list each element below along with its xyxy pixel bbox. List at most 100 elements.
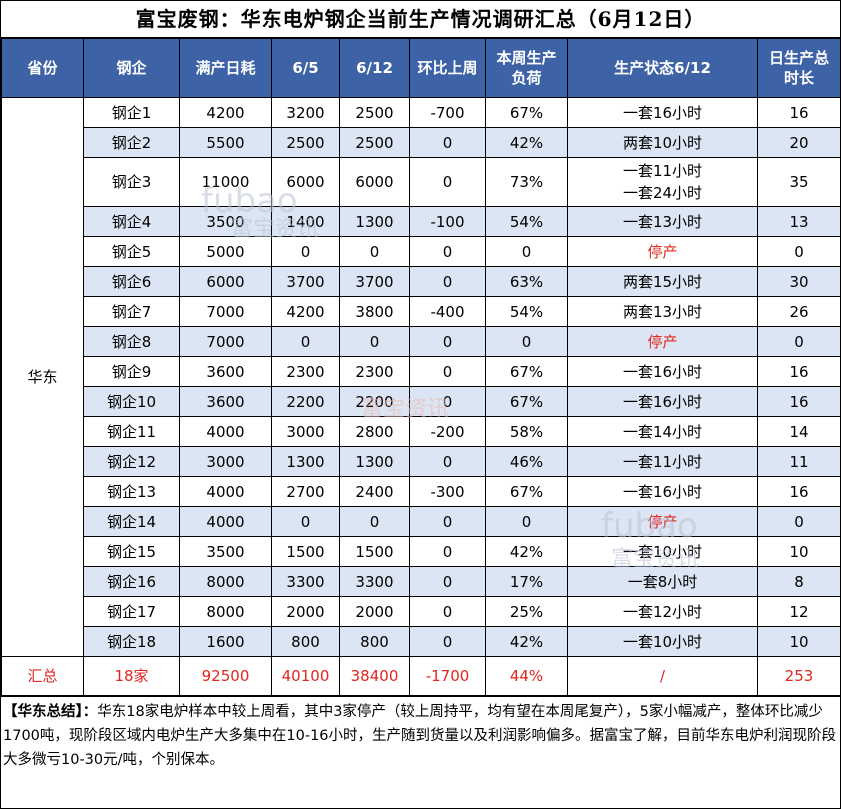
hours-cell: 30 [757,266,841,297]
load-cell: 67% [485,386,568,417]
status-cell: 一套16小时 [567,476,758,507]
load-cell: 73% [485,157,568,207]
status-cell: 一套12小时 [567,596,758,627]
table-row: 钢企12 3000 1300 1300 0 46% 一套11小时 11 [2,446,841,477]
table-body: 华东 钢企1 4200 3200 2500 -700 67% 一套16小时 16 钢企2 5500 2… [1,97,841,696]
hours-cell: 16 [757,97,841,128]
company-cell: 钢企14 [83,506,180,537]
week-change-cell: -700 [409,97,486,128]
value-0612-cell: 1500 [339,536,410,567]
full-capacity-cell: 3500 [179,536,272,567]
value-0605-cell: 2200 [271,386,340,417]
table-row: 华东 钢企1 4200 3200 2500 -700 67% 一套16小时 16 [1,97,841,657]
full-capacity-cell: 3500 [179,206,272,237]
status-cell: 一套16小时 [567,386,758,417]
status-cell: 两套13小时 [567,296,758,327]
summary-text: 【华东总结】：华东18家电炉样本中较上周看，其中3家停产（较上周持平，均有望在本… [1,696,840,772]
status-cell: 两套15小时 [567,266,758,297]
table-row: 钢企6 6000 3700 3700 0 63% 两套15小时 30 [2,266,841,297]
hours-cell: 20 [757,127,841,158]
full-capacity-cell: 5500 [179,127,272,158]
week-change-cell: 0 [409,446,486,477]
full-capacity-cell: 4000 [179,506,272,537]
value-0612-cell: 1300 [339,206,410,237]
status-cell: 一套10小时 [567,536,758,567]
table-row: 钢企14 4000 0 0 0 0 停产 0 [2,506,841,537]
load-cell: 46% [485,446,568,477]
value-0612-cell: 0 [339,506,410,537]
company-cell: 钢企4 [83,206,180,237]
week-change-cell: 0 [409,566,486,597]
status-cell: 停产 [567,506,758,537]
value-0605-cell: 2700 [271,476,340,507]
header-company: 钢企 [83,38,180,98]
table-row: 钢企9 3600 2300 2300 0 67% 一套16小时 16 [2,356,841,387]
week-change-cell: 0 [409,386,486,417]
status-cell: 两套10小时 [567,127,758,158]
company-cell: 钢企2 [83,127,180,158]
status-cell: 一套10小时 [567,626,758,657]
table-row: 钢企8 7000 0 0 0 0 停产 0 [2,326,841,357]
full-capacity-cell: 4200 [179,97,272,128]
company-cell: 钢企17 [83,596,180,627]
total-count-cell: 18家 [83,656,180,696]
week-change-cell: 0 [409,356,486,387]
total-row: 汇总 18家 92500 40100 38400 -1700 44%/253 [1,656,841,696]
value-0612-cell: 2200 [339,386,410,417]
value-0612-cell: 1300 [339,446,410,477]
full-capacity-cell: 3000 [179,446,272,477]
table-row: 钢企11 4000 3000 2800 -200 58% 一套14小时 14 [2,416,841,447]
table-row: 钢企4 3500 1400 1300 -100 54% 一套13小时 13 [2,206,841,237]
hours-cell: 10 [757,626,841,657]
value-0605-cell: 1300 [271,446,340,477]
total-hours-cell: 253 [757,656,841,696]
load-cell: 42% [485,127,568,158]
table-row: 钢企3 11000 6000 6000 0 73% 一套11小时 一套24小时 35 [2,157,841,207]
load-cell: 0 [485,326,568,357]
table-row: 钢企5 5000 0 0 0 0 停产 0 [2,236,841,267]
hours-cell: 26 [757,296,841,327]
value-0605-cell: 0 [271,506,340,537]
load-cell: 25% [485,596,568,627]
value-0612-cell: 2800 [339,416,410,447]
full-capacity-cell: 7000 [179,326,272,357]
value-0612-cell: 3800 [339,296,410,327]
value-0605-cell: 2500 [271,127,340,158]
value-0605-cell: 4200 [271,296,340,327]
value-0612-cell: 2000 [339,596,410,627]
load-cell: 67% [485,356,568,387]
summary-body: 华东18家电炉样本中较上周看，其中3家停产（较上周持平，均有望在本周尾复产），5… [3,704,837,768]
value-0605-cell: 3300 [271,566,340,597]
total-d612-cell: 38400 [339,656,410,696]
value-0605-cell: 3200 [271,97,340,128]
value-0612-cell: 3300 [339,566,410,597]
value-0612-cell: 2400 [339,476,410,507]
table-row: 钢企2 5500 2500 2500 0 42% 两套10小时 20 [2,127,841,158]
table-row: 钢企15 3500 1500 1500 0 42% 一套10小时 10 [2,536,841,567]
hours-cell: 16 [757,386,841,417]
company-cell: 钢企16 [83,566,180,597]
hours-cell: 10 [757,536,841,567]
week-change-cell: -300 [409,476,486,507]
table-row: 钢企13 4000 2700 2400 -300 67% 一套16小时 16 [2,476,841,507]
header-hours: 日生产总时长 [757,38,841,98]
week-change-cell: 0 [409,236,486,267]
full-capacity-cell: 8000 [179,596,272,627]
status-cell: 一套11小时 一套24小时 [567,157,758,207]
total-wow-cell: -1700 [409,656,486,696]
load-cell: 0 [485,236,568,267]
load-cell: 0 [485,506,568,537]
company-cell: 钢企13 [83,476,180,507]
company-cell: 钢企8 [83,326,180,357]
full-capacity-cell: 7000 [179,296,272,327]
full-capacity-cell: 6000 [179,266,272,297]
hours-cell: 12 [757,596,841,627]
header-date-0612: 6/12 [339,38,410,98]
summary-heading: 【华东总结】： [3,704,98,720]
load-cell: 63% [485,266,568,297]
value-0605-cell: 800 [271,626,340,657]
hours-cell: 0 [757,236,841,267]
header-full-capacity: 满产日耗 [179,38,272,98]
company-cell: 钢企18 [83,626,180,657]
company-cell: 钢企11 [83,416,180,447]
